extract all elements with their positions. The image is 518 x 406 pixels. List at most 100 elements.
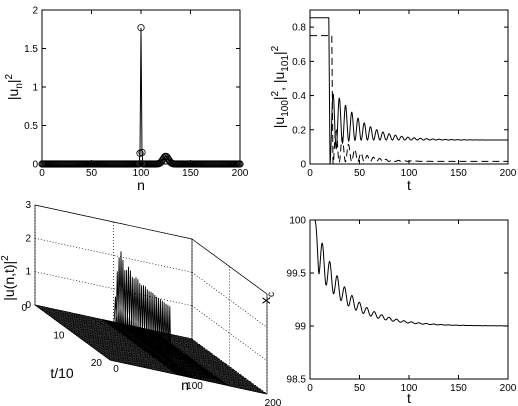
- site-marker: [137, 24, 145, 32]
- surface-floor-trace: [144, 350, 196, 363]
- surface-floor-trace: [149, 354, 201, 366]
- surface-floor-trace: [170, 369, 222, 381]
- p2-ylabel: |u100|2, |u101|2: [270, 45, 291, 128]
- surface-trace: [53, 276, 211, 354]
- p3-t-label: t/10: [50, 365, 74, 381]
- x-tick-label: 150: [450, 168, 467, 179]
- surface-floor-trace: [153, 357, 205, 369]
- surface-trace: [83, 300, 241, 376]
- surface-trace: [36, 296, 195, 341]
- surface-floor-trace: [165, 365, 217, 378]
- surface-floor-trace: [126, 337, 179, 350]
- surface-floor-trace: [161, 363, 213, 375]
- z-tick-label: 3: [25, 200, 31, 211]
- surface-trace: [81, 299, 240, 374]
- x-tick-label: 50: [354, 168, 366, 179]
- x-tick-label: 200: [500, 168, 517, 179]
- surface-floor-trace: [168, 368, 220, 380]
- x-tick-label: 200: [500, 383, 517, 394]
- x-tick-label: 100: [133, 168, 150, 179]
- surface-trace: [87, 303, 245, 378]
- surface-trace: [66, 286, 225, 363]
- y-tick-label: 0.2: [292, 125, 306, 136]
- surface-floor-trace: [159, 361, 211, 374]
- x-tick-label: 0: [39, 168, 45, 179]
- p2-ticks: 0 50 100 150 200 0 0.2 0.4 0.6 0.8: [292, 10, 517, 179]
- surface-trace: [57, 277, 215, 356]
- surface-floor-trace: [111, 326, 163, 338]
- surface-floor-trace: [110, 325, 162, 337]
- surface-floor-trace: [105, 321, 157, 334]
- surface-floor-trace: [109, 324, 161, 337]
- y-tick-label: 0.8: [292, 23, 306, 34]
- x-tick-label: 0: [307, 383, 313, 394]
- surface-trace: [72, 291, 230, 367]
- surface-trace: [91, 306, 249, 381]
- surface-trace: [51, 270, 210, 352]
- surface-floor-trace: [122, 334, 174, 346]
- surface-floor-trace: [150, 354, 202, 367]
- x-tick-label: 150: [450, 383, 467, 394]
- y-tick-label: 100: [289, 216, 306, 227]
- surface-floor-trace: [134, 343, 186, 355]
- surface-floor-trace: [140, 347, 192, 359]
- surface-floor-trace: [132, 341, 184, 354]
- surface-floor-trace: [129, 339, 181, 352]
- surface-floor-trace: [118, 331, 170, 344]
- surface-floor-trace: [138, 346, 190, 358]
- surface-floor-trace: [101, 319, 153, 331]
- surface-floor-trace: [128, 339, 180, 351]
- surface-floor-trace: [151, 355, 203, 368]
- x-tick-label: 200: [232, 168, 249, 179]
- x-tick-label: 50: [86, 168, 98, 179]
- surface-floor-trace: [141, 348, 193, 360]
- box-edge: [191, 238, 268, 295]
- surface-floor-trace: [117, 330, 169, 343]
- surface-trace: [85, 302, 243, 377]
- t-tick-label: 20: [91, 358, 103, 369]
- y-tick-label: 98.5: [287, 375, 307, 386]
- y-tick-label: 99.5: [287, 269, 307, 280]
- y-tick-label: 2: [32, 6, 38, 17]
- surface-trace: [64, 285, 223, 362]
- p4-data-line: [310, 219, 508, 327]
- surface-trace: [44, 259, 202, 347]
- site-marker: [138, 148, 146, 157]
- x-tick-label: 100: [401, 383, 418, 394]
- surface-floor-trace: [116, 330, 168, 342]
- z-tick-label: 0: [25, 300, 31, 311]
- surface-floor-trace: [156, 359, 209, 372]
- surface-floor-trace: [176, 374, 228, 386]
- surface-floor-trace: [104, 321, 156, 333]
- surface-trace: [61, 283, 219, 359]
- p4-ylabel: xc: [257, 292, 277, 304]
- surface-trace: [47, 269, 206, 350]
- y-tick-label: 0: [32, 160, 38, 171]
- z-tick-label: 1: [25, 267, 31, 278]
- p3-surface-lines: [34, 251, 268, 395]
- t-tick-label: 0: [21, 303, 27, 314]
- surface-floor-trace: [155, 358, 207, 370]
- surface-floor-trace: [137, 345, 189, 357]
- surface-floor-trace: [166, 366, 218, 379]
- p1-data-marks: [38, 24, 244, 168]
- surface-floor-trace: [152, 356, 204, 368]
- surface-floor-trace: [174, 372, 226, 385]
- t-tick-label: 10: [53, 331, 65, 342]
- surface-floor-trace: [102, 319, 154, 332]
- surface-floor-trace: [133, 342, 185, 355]
- surface-floor-trace: [130, 340, 182, 353]
- side-wall-grid: [191, 272, 268, 328]
- surface-trace: [46, 270, 204, 348]
- surface-floor-trace: [107, 323, 159, 335]
- p4-ticks: 0 50 100 150 200 98.5 99 99.5 100: [287, 216, 517, 395]
- surface-floor-trace: [113, 328, 165, 340]
- surface-floor-trace: [167, 367, 219, 379]
- n-tick-label: 200: [265, 398, 282, 406]
- surface-floor-trace: [164, 365, 216, 377]
- surface-floor-trace: [136, 344, 188, 357]
- box-edge: [34, 204, 193, 240]
- surface-floor-trace: [154, 357, 206, 370]
- y-tick-label: 0.6: [292, 57, 306, 68]
